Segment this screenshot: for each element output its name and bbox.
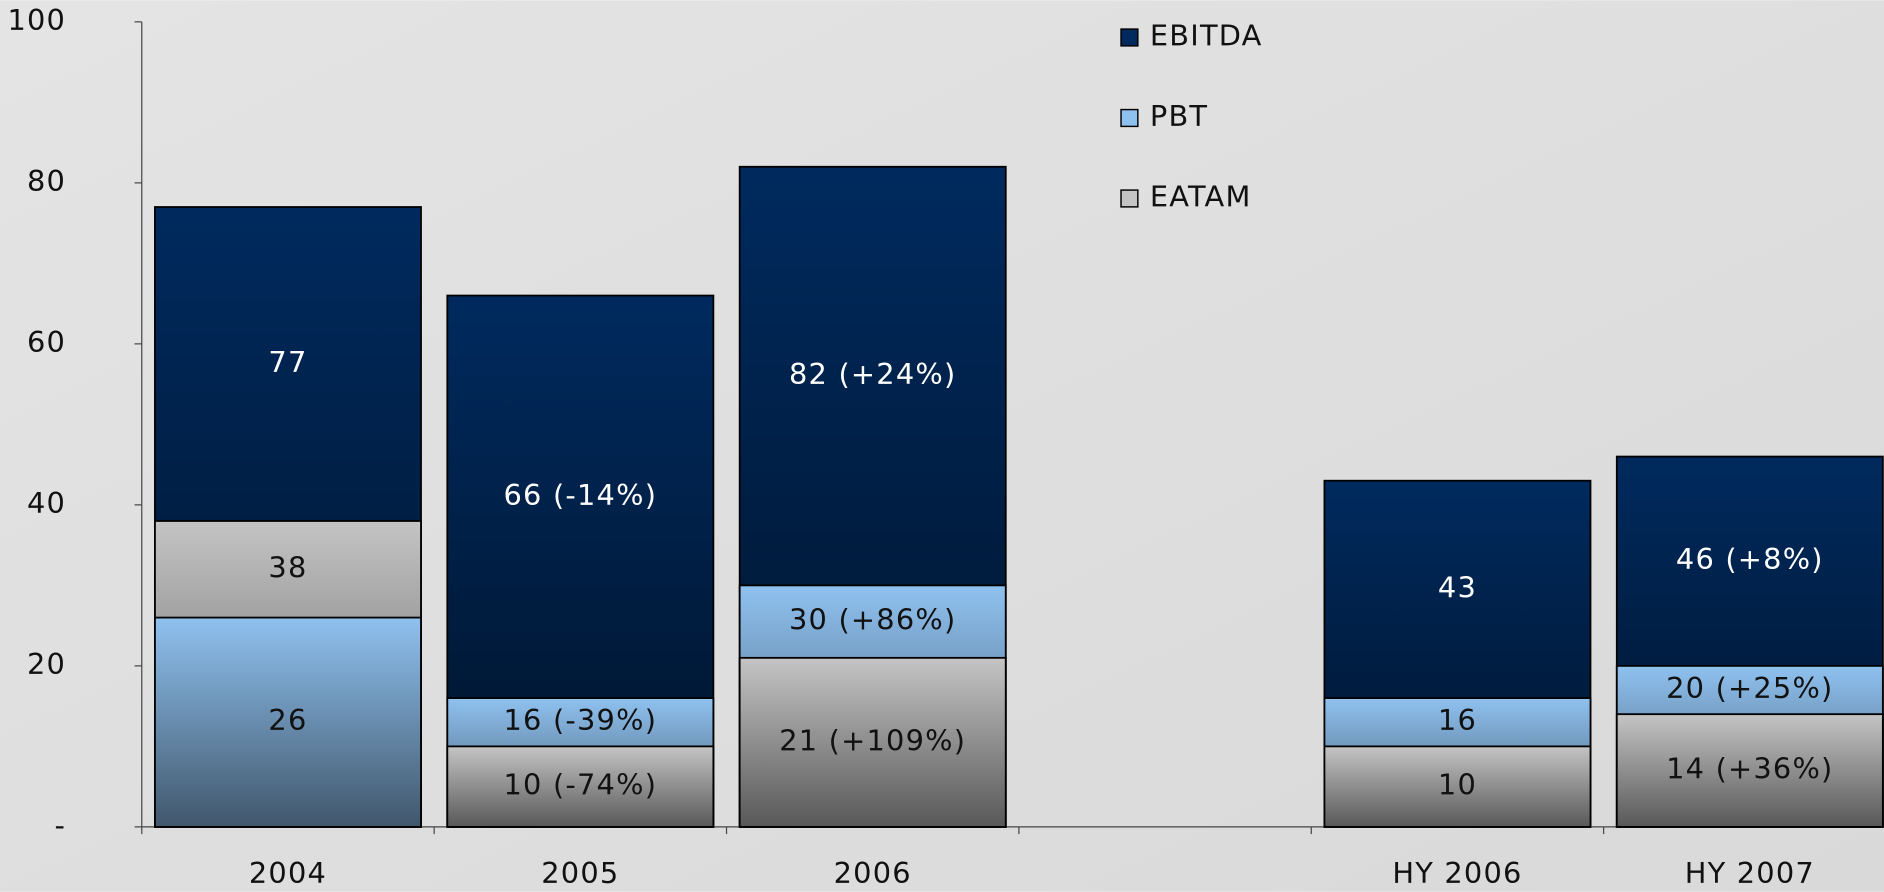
data-label: 82 (+24%): [789, 357, 956, 391]
legend-label: EATAM: [1150, 179, 1252, 213]
y-tick-label: 20: [27, 647, 66, 681]
data-label: 77: [268, 345, 307, 379]
data-label: 46 (+8%): [1676, 542, 1824, 576]
legend-label: EBITDA: [1150, 18, 1263, 52]
bar-shade: [154, 617, 421, 827]
y-tick-label: -: [54, 808, 66, 842]
y-tick-label: 40: [27, 486, 66, 520]
data-label: 21 (+109%): [779, 723, 966, 757]
x-tick-label: HY 2007: [1685, 856, 1815, 890]
x-tick-label: 2006: [834, 856, 912, 890]
legend-swatch: [1120, 28, 1139, 47]
data-label: 10 (-74%): [504, 768, 658, 802]
legend-swatch: [1120, 189, 1139, 208]
legend-label: PBT: [1150, 99, 1208, 133]
y-tick-label: 100: [7, 3, 66, 37]
data-label: 10: [1438, 768, 1477, 802]
data-label: 16: [1438, 703, 1477, 737]
bar-shade: [739, 657, 1006, 827]
bar-shade: [447, 746, 714, 827]
x-tick-label: 2005: [541, 856, 619, 890]
data-label: 16 (-39%): [504, 703, 658, 737]
y-tick-label: 60: [27, 325, 66, 359]
data-label: 20 (+25%): [1666, 671, 1833, 705]
data-label: 30 (+86%): [789, 603, 956, 637]
x-tick-label: HY 2006: [1392, 856, 1522, 890]
bar-shade: [1616, 714, 1883, 827]
bar-shade: [1324, 746, 1591, 827]
data-label: 26: [268, 703, 307, 737]
y-tick-label: 80: [27, 164, 66, 198]
data-label: 38: [268, 550, 307, 584]
legend-swatch: [1120, 108, 1139, 128]
data-label: 43: [1438, 570, 1477, 604]
data-label: 66 (-14%): [504, 478, 658, 512]
x-tick-label: 2004: [249, 856, 327, 890]
data-label: 14 (+36%): [1666, 752, 1833, 786]
